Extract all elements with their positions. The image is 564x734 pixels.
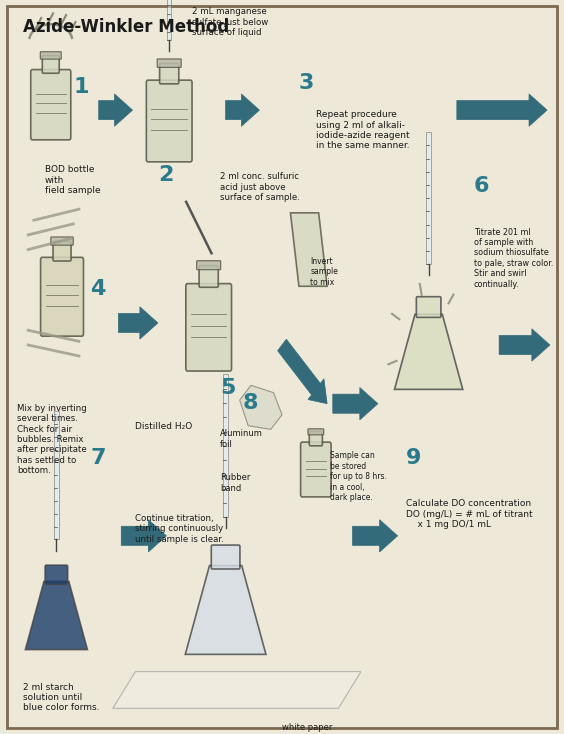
Text: 2: 2 [158, 165, 173, 185]
FancyBboxPatch shape [45, 565, 68, 584]
Text: 1: 1 [73, 77, 89, 97]
FancyBboxPatch shape [197, 261, 221, 269]
Text: 8: 8 [243, 393, 258, 413]
Polygon shape [395, 314, 462, 390]
FancyBboxPatch shape [41, 258, 83, 336]
FancyBboxPatch shape [51, 237, 73, 245]
FancyBboxPatch shape [309, 432, 323, 446]
Text: Invert
sample
to mix: Invert sample to mix [310, 257, 338, 287]
FancyBboxPatch shape [147, 80, 192, 162]
FancyBboxPatch shape [301, 442, 331, 497]
Text: 9: 9 [406, 448, 421, 468]
FancyBboxPatch shape [416, 297, 441, 317]
Text: 4: 4 [90, 279, 105, 299]
Text: Aluminum
foil: Aluminum foil [220, 429, 263, 448]
Text: 6: 6 [474, 176, 489, 196]
Bar [223, 374, 228, 517]
FancyBboxPatch shape [30, 70, 71, 139]
FancyBboxPatch shape [308, 429, 324, 435]
Text: Mix by inverting
several times.
Check for air
bubbles. Remix
after precipitate
h: Mix by inverting several times. Check fo… [17, 404, 87, 475]
Text: Azide-Winkler Method: Azide-Winkler Method [23, 18, 229, 37]
Text: white paper: white paper [282, 723, 332, 732]
Text: Distilled H₂O: Distilled H₂O [135, 422, 193, 431]
Polygon shape [499, 329, 550, 361]
Polygon shape [113, 672, 361, 708]
Text: 3: 3 [299, 73, 314, 93]
Polygon shape [226, 94, 259, 126]
Text: Rubber
band: Rubber band [220, 473, 250, 493]
Text: 7: 7 [90, 448, 105, 468]
FancyBboxPatch shape [53, 241, 71, 261]
FancyBboxPatch shape [212, 545, 240, 569]
Polygon shape [121, 520, 166, 552]
FancyBboxPatch shape [199, 266, 218, 287]
Text: BOD bottle
with
field sample: BOD bottle with field sample [45, 165, 101, 195]
Text: 2 ml conc. sulfuric
acid just above
surface of sample.: 2 ml conc. sulfuric acid just above surf… [220, 172, 300, 203]
Polygon shape [457, 94, 547, 126]
Polygon shape [352, 520, 398, 552]
FancyBboxPatch shape [160, 63, 179, 84]
FancyBboxPatch shape [40, 51, 61, 59]
Text: Repeat procedure
using 2 ml of alkali-
iodide-azide reagent
in the same manner.: Repeat procedure using 2 ml of alkali- i… [316, 110, 409, 150]
Text: 5: 5 [220, 378, 235, 398]
Polygon shape [118, 307, 158, 339]
Polygon shape [25, 581, 87, 650]
Text: Continue titration,
stirring continuously
until sample is clear.: Continue titration, stirring continuousl… [135, 514, 224, 544]
Bar [426, 132, 431, 264]
Bar [54, 411, 59, 539]
FancyBboxPatch shape [7, 6, 557, 728]
Bar [167, 0, 171, 40]
FancyBboxPatch shape [186, 283, 232, 371]
Polygon shape [185, 566, 266, 655]
Text: 2 mL manganese
sulfate just below
surface of liquid: 2 mL manganese sulfate just below surfac… [192, 7, 268, 37]
Text: 2 ml starch
solution until
blue color forms.: 2 ml starch solution until blue color fo… [23, 683, 99, 713]
FancyBboxPatch shape [157, 59, 181, 68]
Polygon shape [240, 385, 282, 429]
Text: Titrate 201 ml
of sample with
sodium thiosulfate
to pale, straw color.
Stir and : Titrate 201 ml of sample with sodium thi… [474, 228, 553, 288]
Polygon shape [99, 94, 133, 126]
FancyBboxPatch shape [42, 56, 59, 73]
Polygon shape [277, 339, 327, 404]
Text: Calculate DO concentration
DO (mg/L) = # mL of titrant
    x 1 mg DO/1 mL: Calculate DO concentration DO (mg/L) = #… [406, 499, 533, 529]
Polygon shape [290, 213, 327, 286]
Text: Sample can
be stored
for up to 8 hrs.
in a cool,
dark place.: Sample can be stored for up to 8 hrs. in… [330, 451, 387, 502]
Polygon shape [333, 388, 378, 420]
